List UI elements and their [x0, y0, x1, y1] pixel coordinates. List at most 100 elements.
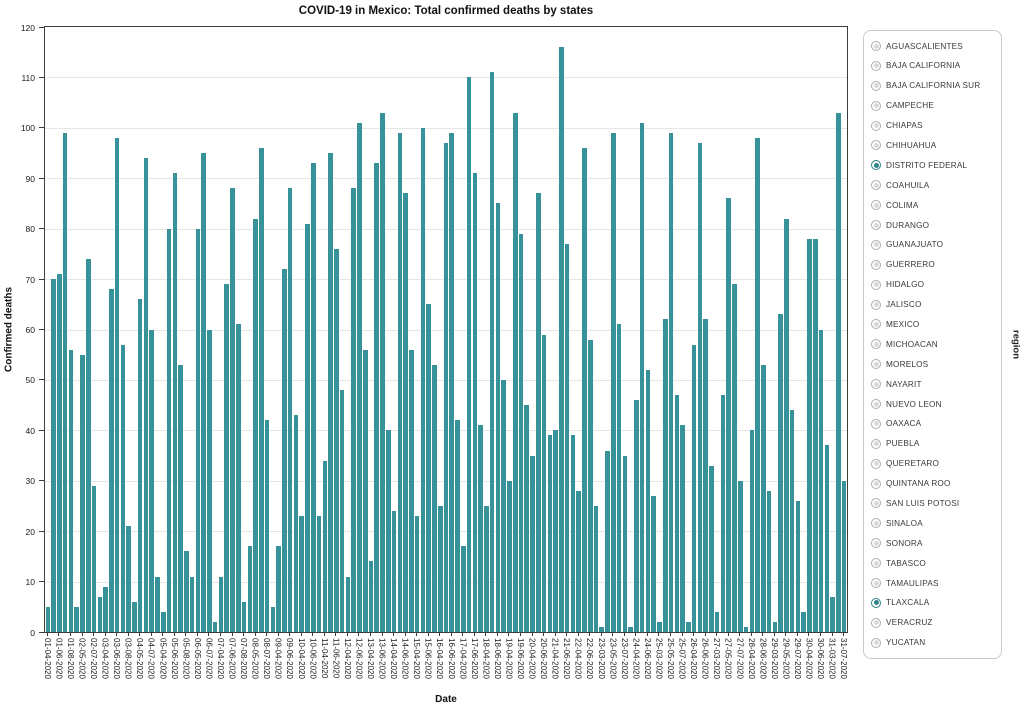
- bar: [784, 218, 789, 632]
- radio-icon[interactable]: [871, 617, 881, 628]
- radio-icon[interactable]: [871, 339, 881, 350]
- radio-icon[interactable]: [871, 160, 881, 171]
- radio-icon[interactable]: [871, 518, 881, 529]
- radio-icon[interactable]: [871, 498, 881, 509]
- legend-item-aguascalientes[interactable]: AGUASCALIENTES: [871, 37, 994, 55]
- legend-item-guerrero[interactable]: GUERRERO: [871, 256, 994, 274]
- x-tick-mark: [543, 633, 545, 636]
- legend-item-nayarit[interactable]: NAYARIT: [871, 375, 994, 393]
- radio-icon[interactable]: [871, 578, 881, 589]
- legend-item-nuevo-leon[interactable]: NUEVO LEON: [871, 395, 994, 413]
- radio-icon[interactable]: [871, 458, 881, 469]
- legend-item-jalisco[interactable]: JALISCO: [871, 296, 994, 314]
- radio-icon[interactable]: [871, 478, 881, 489]
- bar: [824, 445, 830, 632]
- y-tick-label: 80: [25, 224, 35, 235]
- bar: [276, 546, 281, 632]
- radio-icon[interactable]: [871, 100, 881, 111]
- radio-icon[interactable]: [871, 120, 881, 131]
- x-tick-mark: [496, 633, 498, 636]
- radio-icon[interactable]: [871, 239, 881, 250]
- legend-item-distrito-federal[interactable]: DISTRITO FEDERAL: [871, 156, 994, 174]
- radio-icon[interactable]: [871, 200, 881, 211]
- x-tick-mark: [658, 633, 660, 636]
- radio-icon[interactable]: [871, 637, 881, 648]
- x-tick-label: 23-07-2020: [619, 638, 629, 679]
- x-tick-label: 03-08-2020: [123, 638, 133, 679]
- radio-icon[interactable]: [871, 399, 881, 410]
- bar: [524, 405, 530, 632]
- legend-item-chihuahua[interactable]: CHIHUAHUA: [871, 136, 994, 154]
- legend-item-durango[interactable]: DURANGO: [871, 216, 994, 234]
- x-tick-label: 22-06-2020: [585, 638, 595, 679]
- x-tick-mark: [577, 633, 579, 636]
- x-tick-label: 11-04-2020: [319, 638, 329, 679]
- legend-item-quintana-roo[interactable]: QUINTANA ROO: [871, 475, 994, 493]
- radio-icon[interactable]: [871, 299, 881, 310]
- legend-item-veracruz[interactable]: VERACRUZ: [871, 614, 994, 632]
- gridline: [45, 127, 847, 129]
- x-tick-label: 16-04-2020: [435, 638, 445, 679]
- bar: [386, 430, 391, 632]
- radio-icon[interactable]: [871, 220, 881, 231]
- radio-icon[interactable]: [871, 597, 881, 608]
- legend-item-yucatan[interactable]: YUCATAN: [871, 634, 994, 652]
- legend-item-coahuila[interactable]: COAHUILA: [871, 176, 994, 194]
- legend-item-campeche[interactable]: CAMPECHE: [871, 97, 994, 115]
- radio-icon[interactable]: [871, 418, 881, 429]
- radio-icon[interactable]: [871, 180, 881, 191]
- legend-item-guanajuato[interactable]: GUANAJUATO: [871, 236, 994, 254]
- legend-item-colima[interactable]: COLIMA: [871, 196, 994, 214]
- radio-icon[interactable]: [871, 558, 881, 569]
- legend-item-san-luis-potosi[interactable]: SAN LUIS POTOSI: [871, 494, 994, 512]
- legend-item-tabasco[interactable]: TABASCO: [871, 554, 994, 572]
- radio-icon[interactable]: [871, 60, 881, 71]
- x-tick-label: 26-06-2020: [700, 638, 710, 679]
- legend-item-label: MORELOS: [886, 359, 929, 369]
- legend-item-hidalgo[interactable]: HIDALGO: [871, 276, 994, 294]
- x-tick-mark: [381, 633, 383, 636]
- x-tick-label: 04-07-2020: [146, 638, 156, 679]
- radio-icon[interactable]: [871, 359, 881, 370]
- bar: [841, 480, 847, 632]
- radio-icon[interactable]: [871, 259, 881, 270]
- x-tick-mark: [554, 633, 556, 636]
- legend-item-baja-california[interactable]: BAJA CALIFORNIA: [871, 57, 994, 75]
- bar: [126, 526, 131, 632]
- legend-item-tlaxcala[interactable]: TLAXCALA: [871, 594, 994, 612]
- legend-item-queretaro[interactable]: QUERETARO: [871, 455, 994, 473]
- legend-item-michoacan[interactable]: MICHOACAN: [871, 335, 994, 353]
- radio-icon[interactable]: [871, 538, 881, 549]
- legend-item-chiapas[interactable]: CHIAPAS: [871, 117, 994, 135]
- y-tick-mark: [39, 329, 44, 330]
- x-tick-label: 08-07-2020: [262, 638, 272, 679]
- bar: [414, 516, 420, 632]
- x-tick-label: 11-06-2020: [331, 638, 341, 679]
- radio-icon[interactable]: [871, 140, 881, 151]
- legend-item-tamaulipas[interactable]: TAMAULIPAS: [871, 574, 994, 592]
- x-tick-label: 13-04-2020: [365, 638, 375, 679]
- legend-item-sinaloa[interactable]: SINALOA: [871, 514, 994, 532]
- radio-icon[interactable]: [871, 438, 881, 449]
- radio-icon[interactable]: [871, 41, 881, 51]
- radio-icon[interactable]: [871, 319, 881, 330]
- x-tick-label: 20-04-2020: [527, 638, 537, 679]
- x-tick-mark: [808, 633, 810, 636]
- bar: [657, 621, 662, 632]
- legend-item-morelos[interactable]: MORELOS: [871, 355, 994, 373]
- x-tick-mark: [243, 633, 245, 636]
- legend-item-mexico[interactable]: MEXICO: [871, 315, 994, 333]
- x-tick-mark: [162, 633, 164, 636]
- radio-icon[interactable]: [871, 80, 881, 91]
- radio-icon[interactable]: [871, 379, 881, 390]
- legend-item-sonora[interactable]: SONORA: [871, 534, 994, 552]
- x-tick-label: 14-04-2020: [389, 638, 399, 679]
- legend-item-baja-california-sur[interactable]: BAJA CALIFORNIA SUR: [871, 77, 994, 95]
- radio-icon[interactable]: [871, 279, 881, 290]
- x-tick-mark: [646, 633, 648, 636]
- x-tick-mark: [820, 633, 822, 636]
- legend-item-puebla[interactable]: PUEBLA: [871, 435, 994, 453]
- legend-item-oaxaca[interactable]: OAXACA: [871, 415, 994, 433]
- bar: [611, 132, 616, 632]
- chart-title: COVID-19 in Mexico: Total confirmed deat…: [298, 5, 594, 17]
